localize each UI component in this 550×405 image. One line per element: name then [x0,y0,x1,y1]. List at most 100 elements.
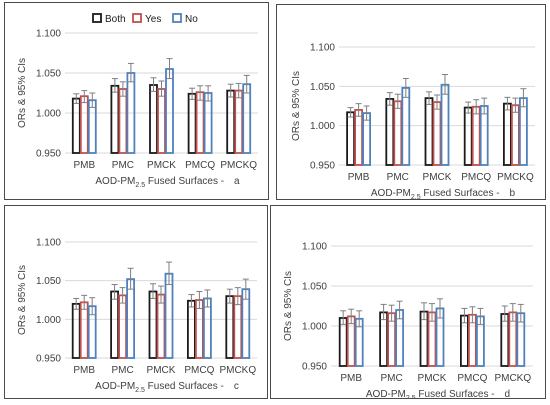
x-tick-label: PMCKQ [219,365,256,376]
x-axis-label-main: AOD-PM [366,389,406,398]
y-tick-label: 1.100 [302,242,327,253]
x-tick-label: PMCKQ [497,172,534,183]
y-axis-label: ORs & 95% CIs [17,58,28,128]
bar-yes-pmck [156,293,166,359]
y-axis-label: ORs & 95% CIs [17,265,28,335]
legend-label-yes: Yes [145,14,161,25]
y-tick-label: 0.950 [36,149,61,160]
bar-no-pmcq [479,105,489,166]
bar-both-pmcq [187,92,197,154]
bar-yes-pmck [157,88,166,154]
x-tick-label: PMCK [147,365,176,376]
bar-yes-pmc [393,100,403,166]
x-axis-label: AOD-PM2.5 Fused Surfaces - d [366,389,510,398]
y-axis-label: ORs & 95% CIs [291,71,302,141]
bar-yes-pmcq [195,91,205,154]
panel-letter: c [234,381,239,392]
bar-yes-pmckq [510,104,520,166]
x-axis-label: AOD-PM2.5 Fused Surfaces - b [371,188,516,199]
x-axis-label-rest: Fused Surfaces - [421,188,500,199]
y-tick-label: 1.050 [310,82,335,93]
chart-svg-c: 0.950 1.000 1.050 1.100 ORs & 95% CIs PMB PMC P… [17,238,257,394]
chart-panel-a: 0.950 1.000 1.050 1.100 ORs & 95% CIs PMB PMC P… [4,2,269,200]
x-tick-label: PMB [73,365,95,376]
y-tick-label: 0.950 [302,362,327,373]
bar-both-pmc [385,98,395,166]
x-tick-label: PMCKQ [494,373,531,384]
bar-both-pmck [148,290,158,359]
legend-swatch-yes [132,13,142,23]
x-axis-label-subscript: 2.5 [135,387,145,394]
bar-yes-pmb [79,95,89,154]
panel-letter: d [505,389,511,398]
bar-yes-pmb [354,109,363,166]
x-axis-label-main: AOD-PM [371,188,411,199]
x-axis-label-subscript: 2.5 [135,182,145,189]
x-axis-label-subscript: 2.5 [406,395,416,398]
bar-yes-pmc [118,88,128,154]
bar-no-pmb [87,99,97,154]
panel-letter: b [510,188,516,199]
x-tick-label: PMCQ [185,160,215,171]
y-tick-label: 1.050 [36,69,61,80]
x-tick-label: PMCKQ [220,160,257,171]
bar-both-pmb [346,111,355,166]
chart-svg-a: 0.950 1.000 1.050 1.100 ORs & 95% CIs PMB PMC P… [17,13,258,189]
x-tick-label: PMCQ [461,172,491,183]
bar-both-pmb [71,97,81,154]
x-tick-label: PMCK [423,172,452,183]
legend-label-no: No [185,14,198,25]
bar-yes-pmckq [233,295,243,359]
y-tick-label: 1.050 [36,276,61,287]
bar-no-pmc [401,87,411,166]
y-tick-label: 1.100 [310,43,335,54]
x-axis-label: AOD-PM2.5 Fused Surfaces - a [95,176,240,189]
x-axis-label: AOD-PM2.5 Fused Surfaces - c [95,381,239,394]
bar-both-pmc [110,290,119,359]
x-tick-label: PMB [348,172,370,183]
x-tick-label: PMCK [147,160,176,171]
x-axis-label-rest: Fused Surfaces - [145,381,224,392]
bar-both-pmckq [500,313,510,367]
x-axis-label-subscript: 2.5 [411,194,421,199]
bar-both-pmcq [463,106,473,166]
y-tick-label: 0.950 [310,161,335,172]
chart-svg-d: 0.950 1.000 1.050 1.100 ORs & 95% CIs PMB PMC P… [283,242,533,398]
x-tick-label: PMCQ [184,365,214,376]
bar-no-pmck [440,83,450,166]
y-tick-label: 1.000 [302,322,327,333]
bar-yes-pmck [432,101,442,166]
x-tick-label: PMB [73,160,95,171]
legend-swatch-both [92,13,102,23]
y-tick-label: 1.000 [36,109,61,120]
bar-no-pmckq [242,83,252,154]
bar-both-pmckq [226,89,236,154]
chart-svg-b: 0.950 1.000 1.050 1.100 ORs & 95% CIs PMB PMC P… [291,43,535,199]
chart-panel-b: 0.950 1.000 1.050 1.100 ORs & 95% CIs PMB PMC P… [276,4,546,200]
x-tick-label: PMC [112,160,134,171]
y-tick-label: 0.950 [36,354,61,365]
y-tick-label: 1.000 [36,315,61,326]
bar-yes-pmc [118,294,127,359]
x-axis-label-rest: Fused Surfaces - [416,389,495,398]
bar-yes-pmckq [234,89,244,154]
y-axis-label: ORs & 95% CIs [283,271,294,341]
bar-no-pmck [165,68,174,154]
chart-panel-d: 0.950 1.000 1.050 1.100 ORs & 95% CIs PMB PMC P… [270,205,546,399]
x-tick-label: PMC [380,373,402,384]
bar-yes-pmb [79,301,89,359]
bar-both-pmc [379,311,388,367]
bar-no-pmc [126,278,135,359]
panel-letter: a [234,176,240,187]
chart-panel-c: 0.950 1.000 1.050 1.100 ORs & 95% CIs PMB PMC P… [4,205,268,399]
x-axis-label-main: AOD-PM [95,381,135,392]
bar-no-pmckq [518,97,528,166]
legend-label-both: Both [105,14,126,25]
x-tick-label: PMC [387,172,409,183]
y-tick-label: 1.050 [302,282,327,293]
bar-both-pmb [71,302,81,359]
bar-no-pmb [362,112,371,166]
y-tick-label: 1.100 [36,238,61,249]
bar-both-pmckq [225,295,235,359]
y-tick-label: 1.000 [310,121,335,132]
